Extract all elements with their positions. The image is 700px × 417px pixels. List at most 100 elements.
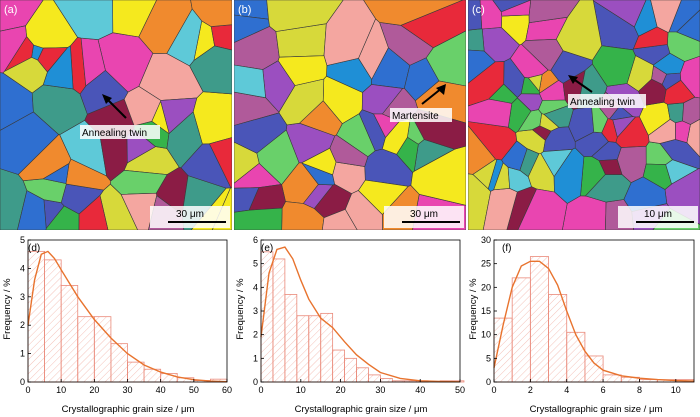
histogram-bar: [332, 349, 345, 383]
y-tick-label: 0: [20, 377, 25, 387]
x-tick-label: 10: [671, 385, 681, 395]
grain: [653, 52, 685, 75]
grain-map-b-image: (b) Martensite 30 μm: [234, 0, 466, 230]
x-tick-label: 20: [89, 385, 99, 395]
histogram-bar: [511, 277, 531, 383]
x-tick-label: 8: [637, 385, 642, 395]
y-tick-label: 6: [253, 235, 258, 245]
scale-label-c: 10 μm: [644, 209, 672, 220]
annotation-text-b: Martensite: [392, 111, 439, 122]
grain: [180, 143, 232, 189]
histogram-d-plot: 0 10 20 30 40 50 60 0 1 2 3 4 5 (d) Crystallographic…: [2, 235, 232, 415]
y-tick-label: 2: [20, 320, 25, 330]
grain-map-c: (c) Annealing twin 10 μm: [468, 0, 700, 230]
grain: [468, 28, 485, 52]
panel-label-b: (b): [238, 4, 251, 16]
panel-label-c: (c): [472, 4, 485, 16]
histogram-bar: [368, 374, 381, 383]
y-tick-label: 25: [481, 259, 491, 269]
x-tick-label: 60: [222, 385, 232, 395]
x-tick-label: 50: [189, 385, 199, 395]
grain: [540, 149, 573, 178]
x-axis-label-e: Crystallographic grain size / μm: [295, 404, 428, 415]
histogram-bar: [296, 315, 310, 383]
y-tick-label: 10: [481, 330, 491, 340]
x-tick-label: 50: [455, 385, 465, 395]
grain: [301, 147, 337, 176]
histogram-e: 0 10 20 30 40 50 0 1 2 3 4 5 6 (e) Crystallographic …: [233, 232, 466, 417]
fit-curve: [493, 260, 695, 382]
chart-label-f: (f): [502, 243, 511, 254]
grain: [78, 194, 109, 230]
y-tick-label: 30: [481, 235, 491, 245]
grain: [166, 8, 203, 67]
annotation-text-c: Annealing twin: [570, 97, 635, 108]
grain: [501, 140, 528, 171]
grain: [598, 159, 623, 175]
histogram-bar: [548, 294, 568, 383]
histogram-bar: [308, 315, 322, 383]
histogram-bar: [127, 361, 145, 383]
x-tick-label: 40: [415, 385, 425, 395]
x-tick-label: 20: [336, 385, 346, 395]
x-tick-label: 10: [296, 385, 306, 395]
grain: [234, 64, 266, 99]
grain: [344, 190, 383, 230]
histogram-f: 0 2 4 6 8 10 0 5 10 15 20 25 30 (f) Crystallographic…: [466, 232, 700, 417]
y-tick-label: 0: [253, 377, 258, 387]
grain-map-b: (b) Martensite 30 μm: [234, 0, 466, 230]
y-tick-label: 15: [481, 306, 491, 316]
grain-map-c-image: (c) Annealing twin 10 μm: [468, 0, 700, 230]
histogram-bar: [44, 259, 62, 383]
y-tick-label: 5: [253, 259, 258, 269]
y-axis-label-d: Frequency / %: [2, 278, 13, 340]
grain: [592, 0, 647, 28]
grain: [189, 45, 232, 95]
grain: [648, 119, 676, 144]
histogram-d: 0 10 20 30 40 50 60 0 1 2 3 4 5 (d) Crystallographic…: [0, 232, 233, 417]
y-tick-label: 4: [253, 282, 258, 292]
x-tick-label: 0: [491, 385, 496, 395]
histogram-bar: [356, 367, 369, 383]
y-tick-label: 1: [20, 349, 25, 359]
grain: [323, 0, 376, 66]
histogram-bar: [77, 316, 95, 383]
panel-label-a: (a): [4, 4, 17, 16]
x-tick-label: 0: [258, 385, 263, 395]
chart-label-e: (e): [261, 243, 273, 254]
histogram-bar: [566, 331, 586, 383]
x-tick-label: 2: [528, 385, 533, 395]
grain: [509, 43, 549, 79]
histogram-bar: [584, 355, 604, 383]
histogram-e-plot: 0 10 20 30 40 50 0 1 2 3 4 5 6 (e) Crystallographic …: [235, 235, 465, 415]
histogram-bar: [379, 378, 393, 383]
chart-label-d: (d): [28, 243, 40, 254]
grain: [500, 0, 532, 17]
x-tick-label: 30: [122, 385, 132, 395]
grain: [468, 0, 483, 31]
x-tick-label: 40: [156, 385, 166, 395]
y-tick-label: 4: [20, 263, 25, 273]
grain: [674, 120, 691, 144]
histogram-bar: [60, 285, 79, 383]
grain: [676, 9, 700, 42]
fit-curve: [27, 250, 228, 383]
grain: [277, 55, 328, 86]
grain: [53, 0, 114, 40]
x-tick-label: 4: [564, 385, 569, 395]
x-tick-label: 0: [25, 385, 30, 395]
x-tick-label: 10: [56, 385, 66, 395]
histogram-bar: [93, 316, 112, 383]
y-tick-label: 3: [20, 292, 25, 302]
annotation-text-a: Annealing twin: [82, 128, 147, 139]
grain: [42, 162, 70, 184]
y-tick-label: 20: [481, 282, 491, 292]
grain: [517, 93, 543, 112]
grain: [266, 0, 344, 32]
grain: [234, 112, 288, 154]
grain: [531, 125, 552, 141]
grain: [234, 207, 283, 230]
grain: [517, 188, 568, 230]
histogram-bar: [602, 374, 622, 383]
grain: [2, 57, 48, 94]
